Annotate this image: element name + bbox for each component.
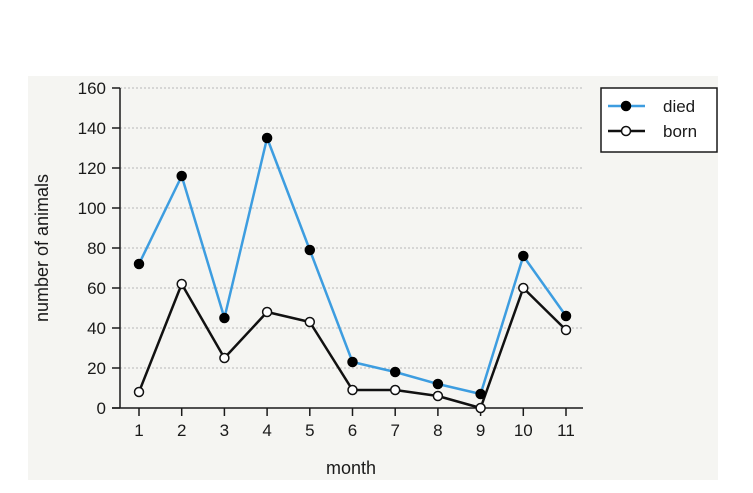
data-point-born-2 [176,278,187,290]
data-point-born-6 [347,384,358,396]
data-point-born-5 [304,316,316,328]
data-point-born-10 [518,282,529,294]
axes [112,87,583,416]
x-tick-label: 11 [557,421,575,440]
data-point-born-8 [432,390,444,402]
data-point-born-1 [133,386,145,398]
x-axis-title: month [326,458,376,478]
data-point-died-7 [389,366,401,378]
data-point-died-3 [219,312,230,324]
data-point-died-5 [304,244,316,256]
y-tick-label: 80 [87,239,106,258]
x-tick-label: 10 [514,421,533,440]
data-point-died-2 [176,170,187,182]
x-tick-label: 7 [390,421,399,440]
data-point-died-4 [261,132,273,144]
y-axis-title: number of animals [32,174,52,322]
tick-labels: 0 20 40 60 80 100 120 140 160 1 2 3 4 5 6 7 8 9 10 11 [78,79,575,440]
data-point-died-11 [560,310,572,322]
y-tick-label: 60 [87,279,106,298]
x-tick-label: 5 [305,421,314,440]
x-tick-label: 6 [348,421,357,440]
legend-box [600,87,718,153]
legend-born-marker [620,125,632,137]
y-tick-label: 160 [78,79,106,98]
series-markers [133,132,572,414]
y-tick-label: 0 [97,399,106,418]
data-point-born-7 [389,384,401,396]
legend-born-label: born [663,122,697,141]
data-point-died-8 [432,378,444,390]
legend-died-label: died [663,97,695,116]
x-tick-label: 4 [262,421,271,440]
data-point-died-9 [475,388,486,400]
y-tick-label: 120 [78,159,106,178]
x-tick-label: 1 [134,421,143,440]
data-point-died-6 [347,356,358,368]
legend-died-marker [620,100,632,112]
y-tick-label: 40 [87,319,106,338]
x-tick-label: 2 [177,421,186,440]
y-tick-label: 140 [78,119,106,138]
y-tick-label: 100 [78,199,106,218]
gridlines [120,87,583,369]
x-tick-label: 3 [220,421,229,440]
data-point-born-4 [261,306,273,318]
x-tick-label: 8 [433,421,442,440]
x-tick-label: 9 [476,421,485,440]
data-point-born-3 [219,352,230,364]
data-point-died-10 [518,250,529,262]
data-point-born-9 [475,402,486,414]
data-point-born-11 [560,324,572,336]
data-point-died-1 [133,258,145,270]
y-tick-label: 20 [87,359,106,378]
legend: died born [600,87,718,153]
